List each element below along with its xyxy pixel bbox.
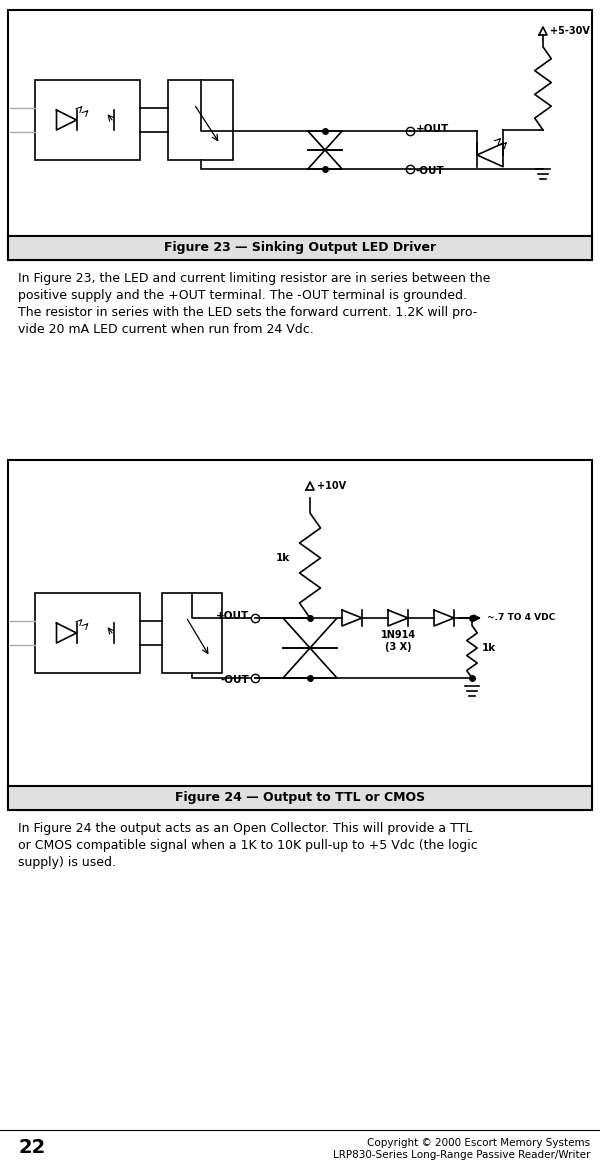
Text: ~.7 TO 4 VDC: ~.7 TO 4 VDC: [487, 613, 555, 623]
Text: In Figure 24 the output acts as an Open Collector. This will provide a TTL: In Figure 24 the output acts as an Open …: [18, 822, 472, 835]
Text: +10V: +10V: [317, 482, 346, 491]
Bar: [8, 461, 592, 810]
Bar: [168, 80, 233, 160]
Text: 22: 22: [18, 1138, 45, 1157]
Text: In Figure 23, the LED and current limiting resistor are in series between the: In Figure 23, the LED and current limiti…: [18, 272, 490, 285]
Text: Figure 23 — Sinking Output LED Driver: Figure 23 — Sinking Output LED Driver: [164, 241, 436, 254]
Text: +OUT: +OUT: [416, 124, 449, 134]
Text: or CMOS compatible signal when a 1K to 10K pull-up to +5 Vdc (the logic: or CMOS compatible signal when a 1K to 1…: [18, 840, 478, 852]
Bar: [8, 10, 592, 260]
Bar: [8, 786, 592, 810]
Bar: [8, 236, 592, 260]
Text: supply) is used.: supply) is used.: [18, 856, 116, 869]
Text: +OUT: +OUT: [216, 611, 249, 621]
Text: -OUT: -OUT: [416, 166, 445, 176]
Bar: [35, 80, 140, 160]
Text: Figure 24 — Output to TTL or CMOS: Figure 24 — Output to TTL or CMOS: [175, 792, 425, 805]
Text: 1k: 1k: [482, 642, 496, 653]
Text: 1N914
(3 X): 1N914 (3 X): [380, 630, 416, 652]
Bar: [162, 593, 222, 673]
Text: vide 20 mA LED current when run from 24 Vdc.: vide 20 mA LED current when run from 24 …: [18, 323, 314, 336]
Bar: [35, 593, 140, 673]
Text: -OUT: -OUT: [220, 675, 249, 684]
Text: Copyright © 2000 Escort Memory Systems
LRP830-Series Long-Range Passive Reader/W: Copyright © 2000 Escort Memory Systems L…: [332, 1138, 590, 1160]
Text: 1k: 1k: [276, 553, 290, 563]
Text: The resistor in series with the LED sets the forward current. 1.2K will pro-: The resistor in series with the LED sets…: [18, 305, 477, 319]
Text: +5-30V: +5-30V: [550, 26, 590, 36]
Text: positive supply and the +OUT terminal. The -OUT terminal is grounded.: positive supply and the +OUT terminal. T…: [18, 289, 467, 302]
